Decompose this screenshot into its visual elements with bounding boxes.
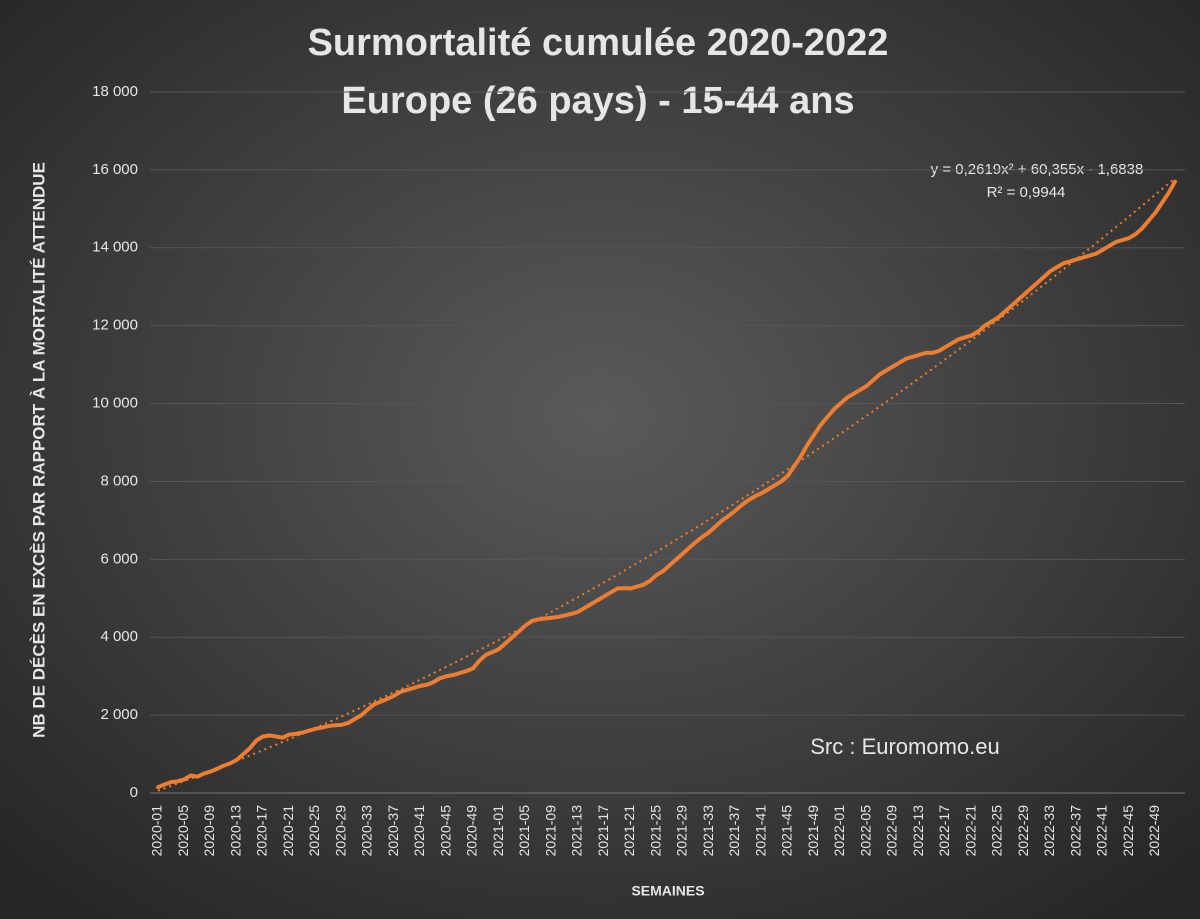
x-tick-label: 2021-01 — [490, 805, 506, 857]
x-tick-label: 2021-37 — [726, 805, 742, 857]
x-axis-label: SEMAINES — [631, 883, 704, 899]
x-tick-label: 2021-25 — [647, 805, 663, 857]
x-tick-label: 2020-21 — [280, 805, 296, 857]
x-tick-label: 2022-37 — [1067, 805, 1083, 857]
chart-title: Europe (26 pays) - 15-44 ans — [341, 80, 854, 122]
x-tick-label: 2022-29 — [1015, 805, 1031, 857]
x-tick-label: 2022-41 — [1094, 805, 1110, 857]
x-tick-label: 2022-05 — [857, 805, 873, 857]
y-tick-label: 2 000 — [100, 706, 138, 723]
x-tick-label: 2020-05 — [175, 805, 191, 857]
x-tick-label: 2022-21 — [962, 805, 978, 857]
x-tick-label: 2022-25 — [989, 805, 1005, 857]
x-tick-label: 2020-37 — [385, 805, 401, 857]
x-tick-label: 2022-45 — [1120, 805, 1136, 857]
y-tick-label: 10 000 — [92, 395, 138, 412]
x-tick-label: 2021-49 — [805, 805, 821, 857]
trend-r2: R² = 0,9944 — [987, 184, 1066, 201]
x-tick-label: 2022-13 — [910, 805, 926, 857]
x-tick-label: 2021-17 — [595, 805, 611, 857]
chart-title: Surmortalité cumulée 2020-2022 — [308, 22, 889, 64]
y-tick-label: 4 000 — [100, 628, 138, 645]
x-tick-label: 2020-29 — [332, 805, 348, 857]
x-tick-label: 2021-29 — [674, 805, 690, 857]
y-axis-label: NB DE DÉCÈS EN EXCÈS PAR RAPPORT À LA MO… — [29, 162, 48, 738]
y-tick-label: 16 000 — [92, 161, 138, 178]
x-tick-label: 2020-41 — [411, 805, 427, 857]
x-tick-label: 2020-33 — [359, 805, 375, 857]
y-tick-label: 12 000 — [92, 317, 138, 334]
x-tick-label: 2021-13 — [569, 805, 585, 857]
y-tick-label: 8 000 — [100, 472, 138, 489]
x-tick-label: 2020-01 — [149, 805, 165, 857]
x-tick-label: 2020-09 — [201, 805, 217, 857]
x-tick-label: 2022-09 — [884, 805, 900, 857]
x-tick-label: 2020-49 — [464, 805, 480, 857]
x-tick-label: 2021-21 — [621, 805, 637, 857]
y-tick-label: 6 000 — [100, 550, 138, 567]
x-tick-label: 2022-49 — [1146, 805, 1162, 857]
y-tick-label: 0 — [130, 784, 138, 801]
annotation: Src : Euromomo.eu — [810, 734, 1000, 759]
trendline — [157, 177, 1176, 792]
y-tick-label: 14 000 — [92, 239, 138, 256]
x-tick-label: 2021-05 — [516, 805, 532, 857]
x-tick-label: 2021-33 — [700, 805, 716, 857]
x-tick-label: 2020-13 — [227, 805, 243, 857]
y-tick-label: 18 000 — [92, 83, 138, 100]
x-tick-label: 2020-45 — [437, 805, 453, 857]
x-tick-label: 2021-45 — [779, 805, 795, 857]
x-tick-label: 2022-17 — [936, 805, 952, 857]
x-tick-label: 2020-17 — [254, 805, 270, 857]
x-tick-label: 2021-09 — [542, 805, 558, 857]
data-line — [156, 179, 1177, 790]
x-tick-label: 2020-25 — [306, 805, 322, 857]
x-tick-label: 2022-01 — [831, 805, 847, 857]
x-tick-label: 2022-33 — [1041, 805, 1057, 857]
x-tick-label: 2021-41 — [752, 805, 768, 857]
